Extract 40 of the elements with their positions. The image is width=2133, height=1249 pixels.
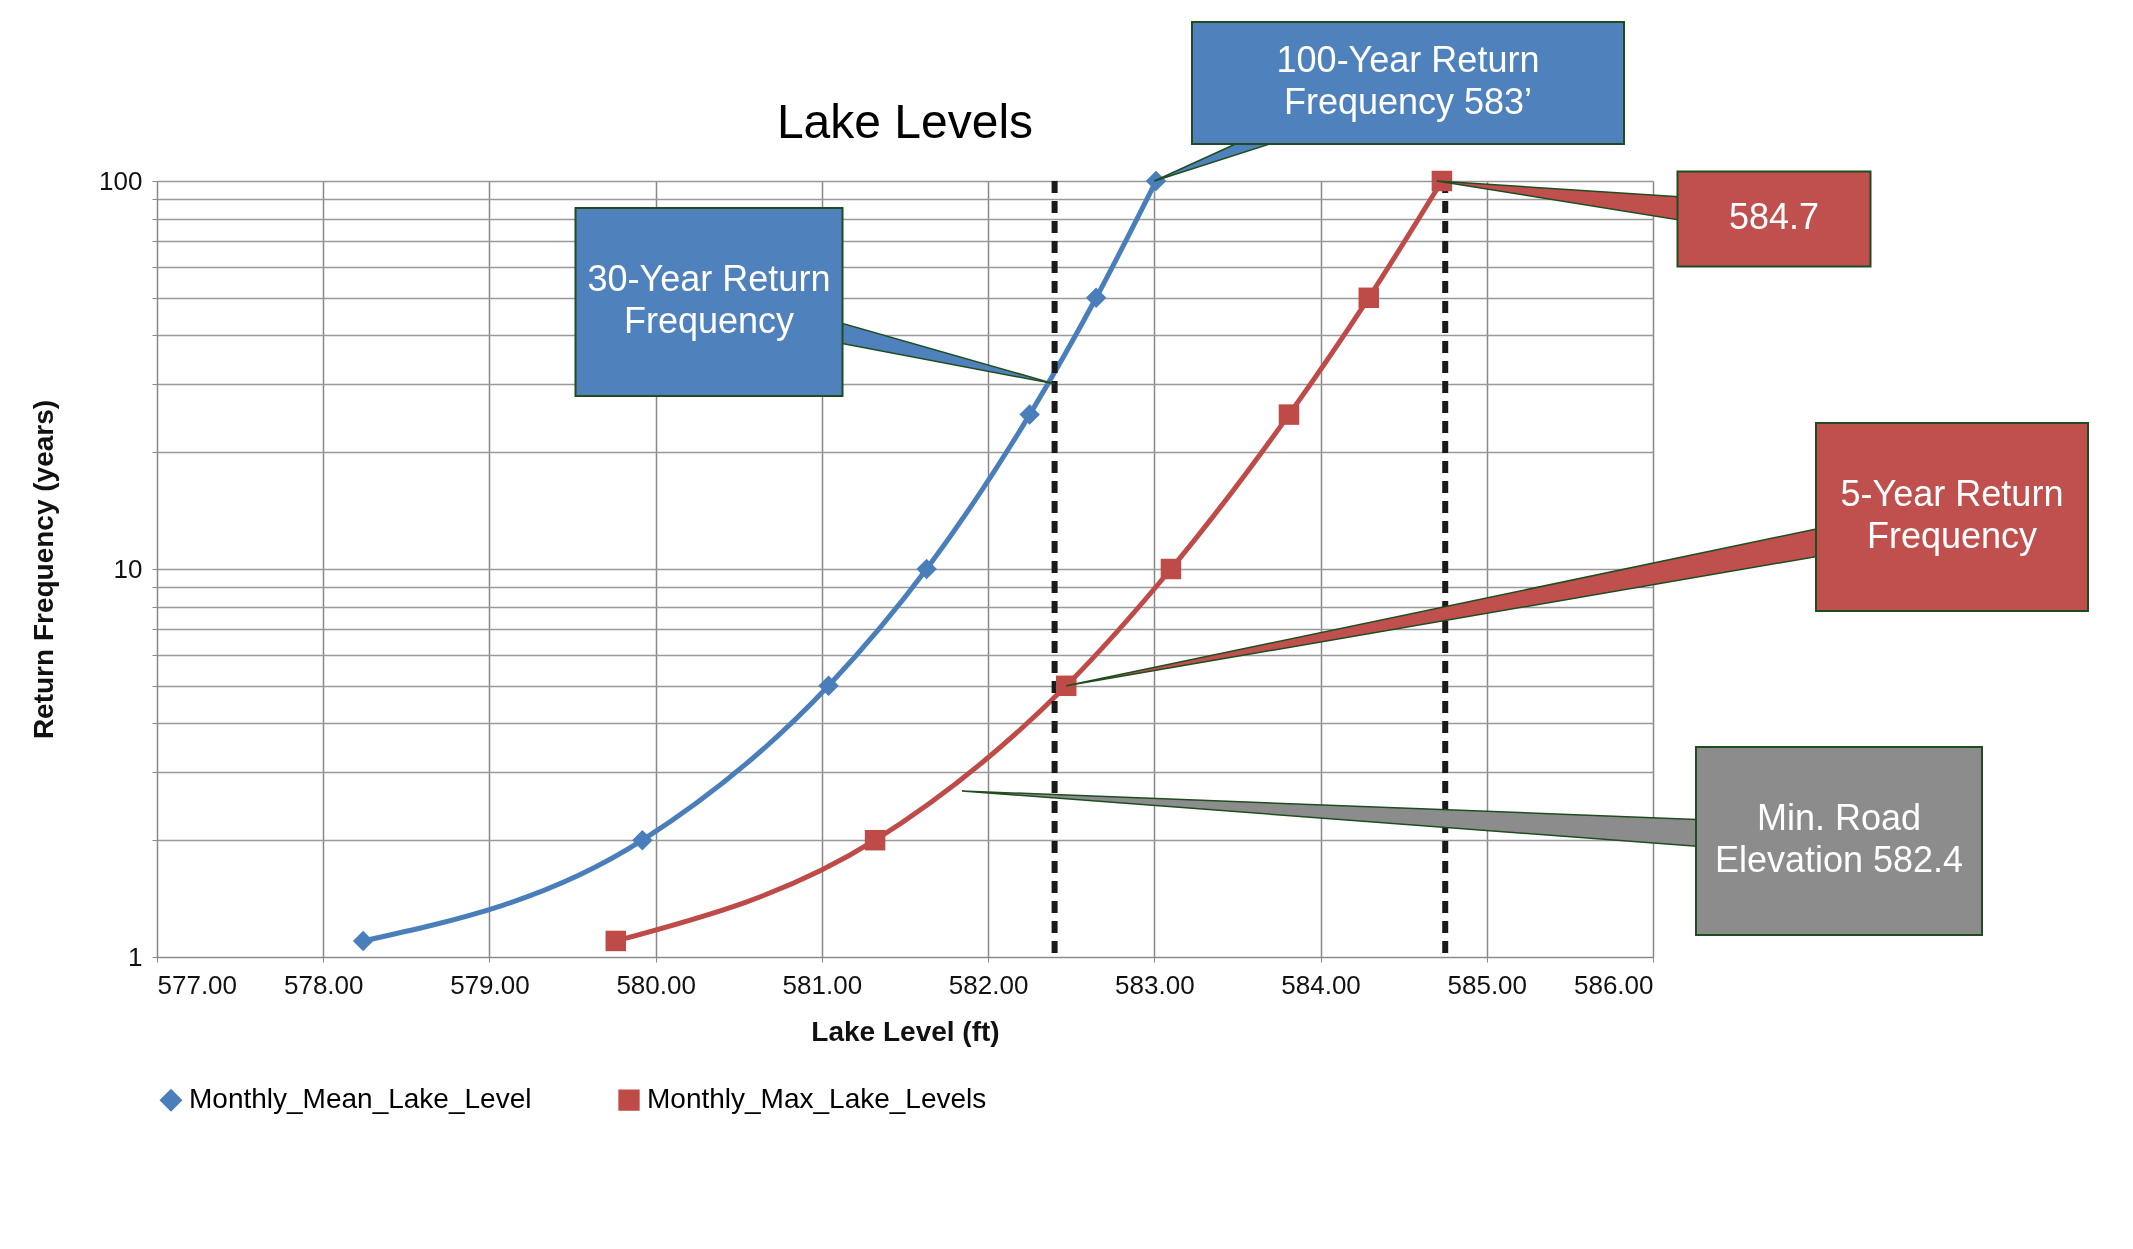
point bbox=[1085, 287, 1107, 309]
point bbox=[818, 675, 839, 697]
point bbox=[916, 558, 937, 580]
x-tick-label: 586.00 bbox=[1573, 969, 1654, 1000]
point bbox=[1019, 404, 1040, 425]
y-tick-label: 10 bbox=[113, 553, 143, 584]
callout: 584.7 bbox=[1436, 170, 1872, 268]
x-tick-label: 582.00 bbox=[948, 969, 1029, 1000]
x-tick-label: 583.00 bbox=[1115, 969, 1195, 1000]
x-tick-label: 585.00 bbox=[1447, 969, 1528, 1000]
chart-title: Lake Levels bbox=[776, 95, 1034, 148]
x-tick-label: 584.00 bbox=[1281, 969, 1361, 1000]
callout: 100-Year Return Frequency 583’ bbox=[1153, 21, 1625, 182]
annotation: 100-Year Return Frequency 583’ bbox=[1276, 38, 1540, 122]
point bbox=[1055, 675, 1077, 697]
y-tick-label: 1 bbox=[128, 941, 143, 972]
point bbox=[605, 930, 627, 952]
x-tick-label: 579.00 bbox=[450, 969, 530, 1000]
callout: 30-Year Return Frequency bbox=[574, 207, 1056, 397]
annotation: 5-Year Return Frequency bbox=[1840, 472, 2064, 556]
annotation: 584.7 bbox=[1728, 195, 1820, 237]
x-axis-title: Lake Level (ft) bbox=[811, 1015, 1000, 1047]
y-axis-title: Return Frequency (years) bbox=[28, 399, 60, 740]
point bbox=[1278, 404, 1300, 425]
legend-label: Monthly_Max_Lake_Levels bbox=[647, 1083, 987, 1115]
point bbox=[352, 930, 374, 952]
x-tick-label: 577.00 bbox=[157, 969, 238, 1000]
x-tick-label: 578.00 bbox=[283, 969, 364, 1000]
x-tick-label: 580.00 bbox=[616, 969, 696, 1000]
point bbox=[1160, 558, 1182, 580]
annotation: 30-Year Return Frequency bbox=[587, 257, 831, 341]
point bbox=[1358, 287, 1380, 309]
callout: Min. Road Elevation 582.4 bbox=[961, 746, 1983, 936]
legend-label: Monthly_Mean_Lake_Level bbox=[189, 1083, 532, 1115]
point bbox=[1145, 170, 1167, 192]
callout: 5-Year Return Frequency bbox=[1065, 422, 2089, 687]
point bbox=[632, 829, 653, 851]
x-tick-label: 581.00 bbox=[782, 969, 863, 1000]
y-tick-label: 100 bbox=[99, 165, 143, 196]
point bbox=[864, 829, 886, 851]
